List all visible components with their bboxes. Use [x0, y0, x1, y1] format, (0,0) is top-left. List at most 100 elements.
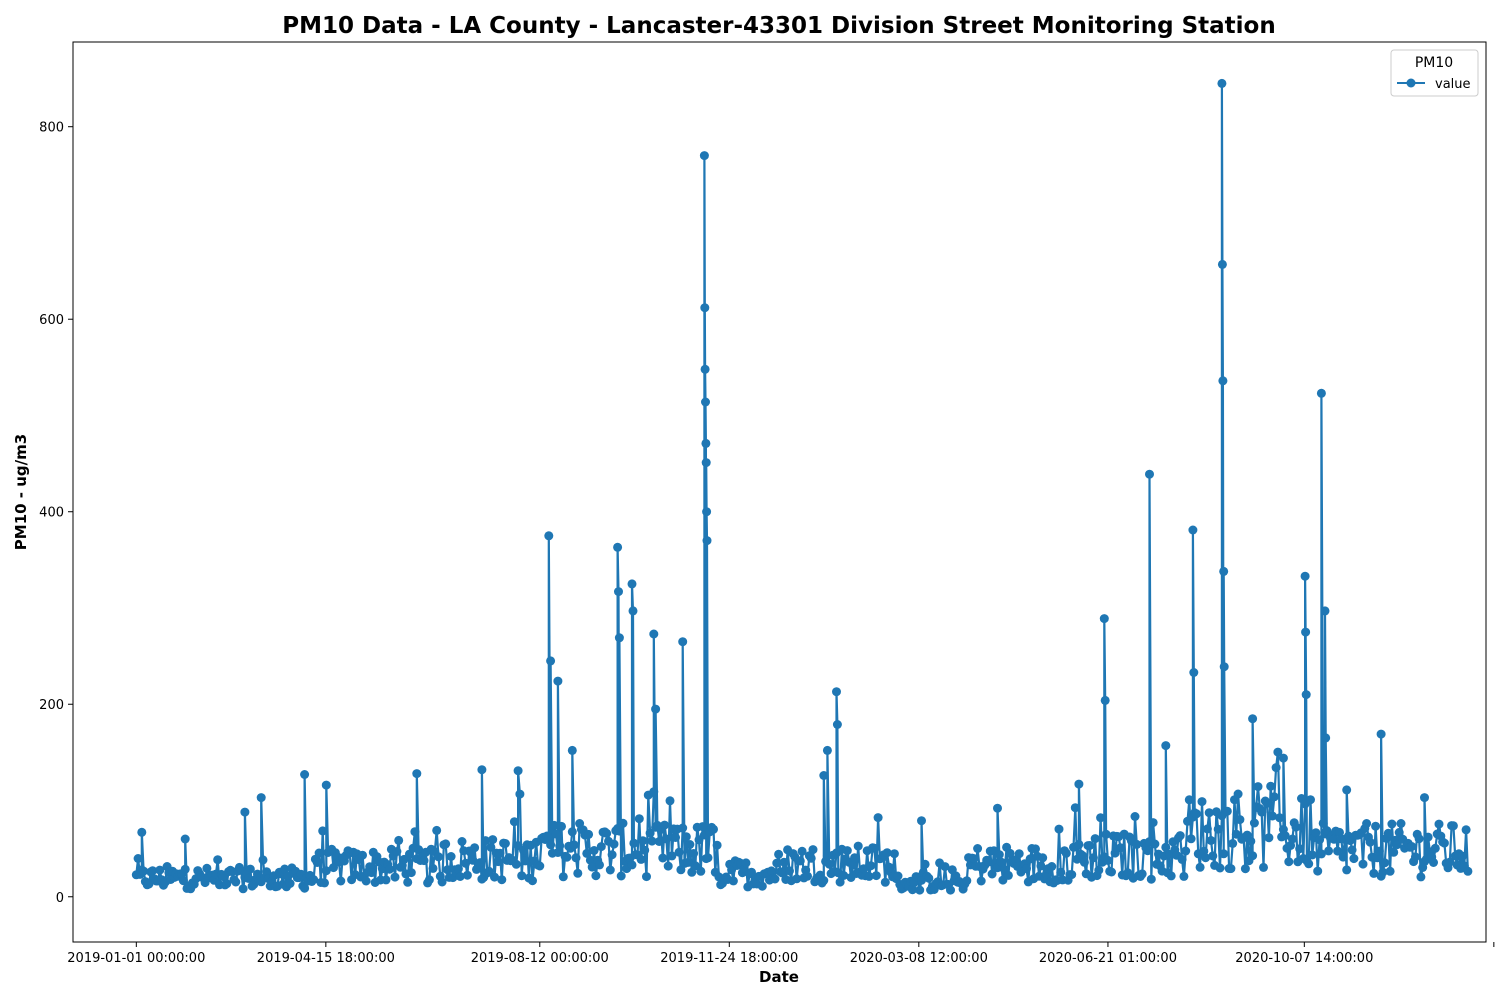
data-point — [678, 823, 688, 833]
data-point — [231, 877, 241, 887]
data-point — [864, 871, 874, 881]
data-point — [690, 861, 700, 871]
data-point — [871, 871, 881, 881]
data-point — [649, 787, 659, 797]
data-point — [1414, 834, 1424, 844]
data-point — [1264, 833, 1274, 843]
data-point — [148, 866, 158, 876]
data-point — [1228, 839, 1238, 848]
y-tick-label: 800 — [39, 121, 64, 136]
data-point — [1358, 859, 1368, 869]
data-point — [437, 877, 447, 887]
data-point — [1056, 867, 1066, 877]
x-tick-label: 2019-11-24 18:00:00 — [660, 951, 798, 966]
data-point — [1177, 854, 1187, 864]
data-point — [973, 844, 983, 853]
data-point — [1179, 871, 1189, 881]
data-point — [1461, 825, 1471, 835]
data-point — [557, 821, 566, 831]
data-point — [441, 839, 451, 849]
data-point — [1347, 845, 1357, 855]
data-point — [1306, 795, 1315, 805]
data-point — [685, 840, 695, 849]
data-point — [1420, 793, 1429, 803]
data-point — [1396, 819, 1406, 828]
data-point — [1202, 824, 1212, 834]
data-point — [850, 853, 860, 863]
data-point — [390, 872, 400, 882]
data-point — [484, 866, 494, 876]
data-point — [614, 633, 624, 643]
data-point — [582, 848, 592, 858]
data-point — [321, 780, 331, 790]
data-point — [1387, 819, 1397, 829]
data-point — [1278, 753, 1288, 763]
data-point — [381, 875, 391, 885]
data-point — [394, 835, 404, 845]
data-point — [946, 885, 955, 895]
data-point — [490, 872, 499, 882]
data-point — [1291, 822, 1301, 832]
data-point — [1101, 829, 1111, 839]
data-point — [285, 879, 295, 888]
data-point — [614, 826, 624, 836]
data-point — [806, 853, 816, 863]
data-point — [1005, 848, 1015, 858]
data-point — [824, 859, 834, 869]
data-point — [1219, 662, 1229, 672]
data-point — [1036, 861, 1046, 871]
data-point — [555, 841, 565, 851]
data-point — [495, 848, 505, 858]
data-point — [1262, 798, 1272, 808]
data-point — [262, 867, 272, 877]
legend-marker-swatch — [1406, 78, 1416, 88]
data-point — [774, 849, 784, 859]
data-point — [1458, 851, 1467, 861]
data-point — [500, 839, 510, 848]
data-point — [336, 876, 346, 886]
data-point — [358, 850, 367, 860]
data-point — [701, 458, 711, 468]
data-point — [585, 855, 595, 865]
series-markers — [131, 78, 1473, 895]
data-point — [202, 863, 212, 873]
data-point — [1161, 741, 1171, 751]
data-point — [1192, 809, 1201, 819]
data-point — [1275, 813, 1285, 823]
data-point — [1222, 806, 1232, 816]
data-point — [1338, 852, 1348, 862]
data-point — [1184, 795, 1194, 805]
data-point — [747, 867, 756, 877]
data-point — [571, 853, 581, 863]
data-point — [1324, 846, 1334, 856]
data-point — [589, 846, 599, 855]
data-point — [1100, 695, 1110, 705]
data-point — [602, 828, 612, 838]
data-point — [1316, 388, 1326, 398]
data-point — [1365, 837, 1375, 847]
data-point — [1295, 844, 1305, 854]
x-tick-label: 2019-04-15 18:00:00 — [257, 951, 395, 966]
x-tick-label: 2019-01-01 00:00:00 — [67, 951, 205, 966]
data-point — [1423, 832, 1433, 842]
data-point — [1090, 834, 1100, 844]
data-point — [1217, 259, 1227, 269]
data-point — [712, 840, 722, 850]
data-point — [1014, 849, 1024, 859]
data-point — [410, 827, 420, 837]
data-point — [1301, 690, 1311, 700]
data-point — [1463, 866, 1473, 876]
data-point — [428, 863, 438, 873]
data-point — [1342, 865, 1352, 875]
data-point — [1429, 858, 1438, 867]
data-point — [1273, 747, 1283, 757]
data-point — [1389, 847, 1399, 857]
data-point — [1079, 857, 1089, 867]
data-point — [180, 864, 190, 874]
data-point — [702, 536, 712, 546]
data-point — [1445, 857, 1455, 867]
data-point — [1311, 828, 1321, 838]
data-point — [1186, 834, 1196, 844]
data-point — [766, 866, 776, 876]
data-point — [180, 834, 190, 844]
